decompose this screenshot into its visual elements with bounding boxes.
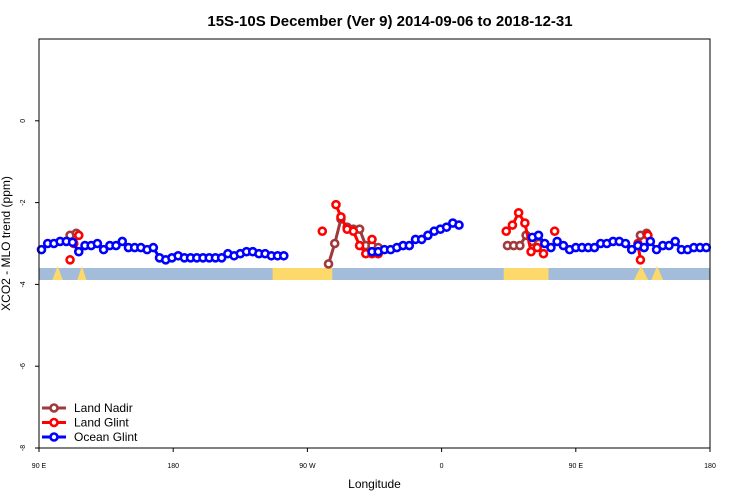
- land-glint-point: [549, 226, 560, 237]
- land-glint-point: [513, 208, 524, 218]
- land-glint-point: [354, 240, 365, 251]
- ocean-glint-point: [404, 240, 415, 251]
- land-glint-point: [336, 212, 346, 222]
- ocean-glint-point: [216, 253, 227, 263]
- ocean-glint-point: [98, 244, 109, 255]
- ocean-glint-point: [533, 230, 544, 241]
- y-tick-label: -4: [20, 281, 27, 287]
- land-spike: [77, 266, 87, 280]
- land-glint-point: [635, 255, 646, 265]
- land-glint-point: [331, 199, 341, 210]
- ocean-glint-point: [92, 238, 103, 249]
- legend-swatch-marker: [49, 417, 59, 428]
- ocean-glint-point: [701, 242, 712, 253]
- x-tick-label: 90 E: [569, 463, 584, 470]
- x-axis: 90 E 180 90 W 0 90 E 180: [32, 448, 716, 470]
- land-glint-point: [348, 226, 359, 237]
- ocean-glint-point: [416, 234, 427, 245]
- ocean-glint-point: [539, 238, 550, 249]
- y-tick-label: -2: [20, 199, 27, 205]
- legend-item-ocean-glint: Ocean Glint: [42, 430, 138, 444]
- land-spike: [651, 266, 664, 280]
- y-tick-label: 0: [20, 119, 27, 123]
- y-axis: 0 -2 -4 -6 -8: [20, 119, 39, 451]
- ocean-glint-point: [664, 240, 674, 251]
- ocean-glint-point: [67, 237, 78, 248]
- ocean-glint-point: [111, 240, 121, 251]
- chart-title: 15S-10S December (Ver 9) 2014-09-06 to 2…: [207, 13, 572, 30]
- land-band: [503, 268, 549, 280]
- ocean-glint-point: [589, 242, 600, 253]
- ocean-glint-point: [73, 246, 84, 257]
- land-spike: [52, 266, 63, 280]
- ocean-glint-point: [117, 236, 128, 247]
- land-glint-point: [538, 248, 549, 259]
- legend-item-land-glint: Land Glint: [42, 416, 129, 430]
- legend-swatch-marker: [49, 432, 59, 442]
- land-glint-point: [65, 255, 75, 265]
- ocean-glint-point: [552, 236, 562, 247]
- land-glint-point: [526, 246, 536, 257]
- ocean-glint-point: [670, 236, 681, 247]
- ocean-glint-point: [626, 244, 637, 255]
- ocean-glint-point: [639, 242, 649, 253]
- land-nadir-point: [515, 240, 525, 251]
- land-ocean-strip: [39, 266, 710, 280]
- land-spike: [633, 266, 649, 280]
- land-glint-point: [520, 218, 530, 228]
- land-band: [272, 268, 333, 280]
- ocean-glint-point: [558, 240, 569, 251]
- legend-label: Ocean Glint: [74, 430, 138, 444]
- x-tick-label: 180: [704, 463, 716, 470]
- land-glint-point: [501, 226, 512, 237]
- ocean-glint-point: [454, 220, 464, 230]
- y-tick-label: -6: [20, 363, 27, 369]
- ocean-glint-point: [441, 222, 452, 232]
- y-axis-label: XCO2 - MLO trend (ppm): [0, 176, 13, 311]
- ocean-glint-point: [651, 244, 662, 255]
- legend-label: Land Nadir: [74, 401, 133, 415]
- x-tick-label: 90 E: [32, 463, 47, 470]
- land-glint-point: [73, 230, 84, 241]
- land-glint-point: [507, 220, 518, 230]
- ocean-glint-point: [645, 236, 656, 247]
- series-ocean-glint: [36, 218, 712, 265]
- legend-item-land-nadir: Land Nadir: [42, 401, 133, 415]
- ocean-glint-point: [620, 238, 631, 249]
- ocean-glint-point: [36, 244, 47, 255]
- ocean-glint-point: [423, 230, 433, 241]
- land-glint-point: [317, 226, 328, 237]
- legend-label: Land Glint: [74, 416, 129, 430]
- land-nadir-point: [329, 238, 340, 249]
- land-glint-point: [532, 242, 543, 253]
- ocean-glint-point: [278, 250, 289, 261]
- x-tick-label: 90 W: [299, 463, 316, 470]
- x-tick-label: 0: [440, 463, 444, 470]
- ocean-glint-point: [148, 242, 159, 253]
- ocean-band: [39, 268, 710, 280]
- legend-swatch-marker: [49, 403, 59, 413]
- plot-frame: [38, 38, 711, 449]
- land-glint-point: [367, 234, 377, 245]
- y-tick-label: -8: [20, 445, 27, 451]
- x-axis-label: Longitude: [348, 477, 401, 491]
- x-tick-label: 180: [167, 463, 179, 470]
- ocean-glint-point: [546, 242, 556, 253]
- land-nadir-point: [323, 259, 334, 269]
- series-layer: [36, 199, 712, 269]
